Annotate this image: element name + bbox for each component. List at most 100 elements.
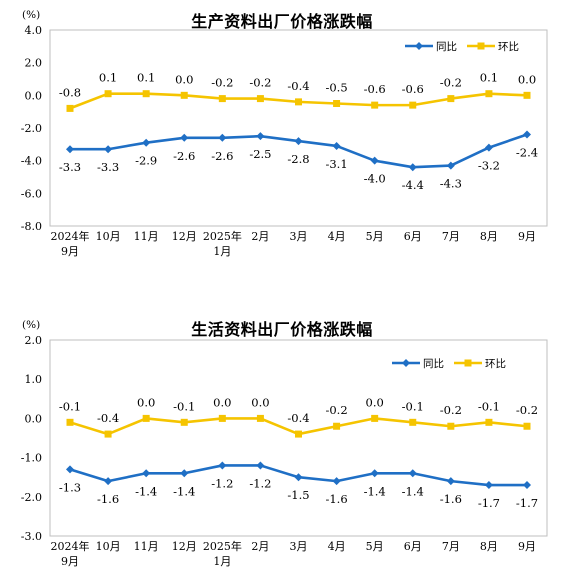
- x-tick-label: 11月: [134, 230, 159, 243]
- data-point-marker: [66, 104, 74, 112]
- y-tick-label: -2.0: [21, 491, 42, 504]
- x-tick-label: 9月: [61, 555, 79, 568]
- data-label: -1.4: [364, 484, 386, 498]
- x-tick-label: 2025年: [203, 229, 242, 243]
- data-point-marker: [142, 138, 151, 147]
- x-tick-label: 8月: [480, 230, 498, 243]
- chart-title: 生活资料出厂价格涨跌幅: [191, 320, 373, 339]
- data-label: -1.6: [97, 492, 119, 506]
- x-tick-label: 2025年: [203, 539, 242, 553]
- legend-swatch-marker: [477, 42, 485, 50]
- data-point-marker: [104, 90, 112, 98]
- data-point-marker: [446, 161, 455, 170]
- data-label: 0.1: [99, 71, 117, 85]
- data-point-marker: [180, 133, 189, 142]
- data-label: -3.3: [59, 160, 81, 174]
- x-tick-label: 2月: [251, 540, 269, 553]
- y-tick-label: -6.0: [21, 187, 42, 200]
- x-tick-label: 2月: [251, 230, 269, 243]
- legend-label: 同比: [423, 357, 444, 370]
- data-label: -0.4: [287, 411, 309, 425]
- data-point-marker: [256, 461, 265, 470]
- x-tick-label: 5月: [366, 540, 384, 553]
- data-point-marker: [484, 481, 493, 490]
- data-label: -2.6: [211, 149, 233, 163]
- legend-label: 环比: [498, 40, 519, 53]
- data-label: -1.5: [287, 488, 309, 502]
- data-label: -2.6: [173, 149, 195, 163]
- data-point-marker: [332, 141, 341, 150]
- data-point-marker: [256, 414, 264, 422]
- data-point-marker: [333, 100, 341, 107]
- x-tick-label: 10月: [96, 230, 121, 243]
- y-tick-label: 2.0: [25, 334, 43, 347]
- data-label: 0.0: [213, 395, 231, 409]
- x-tick-label: 6月: [404, 540, 422, 553]
- y-tick-label: 0.0: [25, 89, 43, 102]
- data-point-marker: [294, 137, 303, 146]
- data-label: -0.1: [402, 399, 424, 413]
- data-label: -3.2: [478, 159, 500, 173]
- data-point-marker: [66, 145, 74, 154]
- data-label: -1.4: [135, 484, 157, 498]
- data-label: -1.4: [402, 484, 424, 498]
- y-unit-label: (%): [22, 9, 40, 21]
- data-point-marker: [66, 418, 74, 426]
- y-tick-label: -3.0: [21, 530, 42, 543]
- data-point-marker: [256, 132, 265, 141]
- x-tick-label: 12月: [172, 540, 197, 553]
- data-label: -0.2: [211, 76, 233, 90]
- data-point-marker: [142, 90, 150, 98]
- x-tick-label: 3月: [290, 230, 308, 243]
- data-label: 0.0: [137, 395, 155, 409]
- chart-title: 生产资料出厂价格涨跌幅: [191, 12, 373, 31]
- data-point-marker: [104, 145, 113, 154]
- data-point-marker: [218, 461, 227, 470]
- data-label: 0.0: [366, 395, 384, 409]
- data-point-marker: [371, 414, 379, 422]
- data-point-marker: [523, 422, 531, 430]
- data-label: 0.1: [480, 71, 498, 85]
- data-label: -0.5: [325, 81, 347, 95]
- data-point-marker: [523, 130, 531, 139]
- data-label: -0.4: [97, 411, 119, 425]
- data-label: -1.7: [516, 496, 538, 510]
- x-tick-label: 3月: [290, 540, 308, 553]
- data-label: -1.3: [59, 480, 81, 494]
- data-label: -0.6: [402, 82, 424, 96]
- data-label: -0.1: [478, 399, 500, 413]
- legend-swatch-marker: [464, 359, 472, 367]
- data-label: -4.3: [440, 177, 462, 191]
- x-tick-label: 4月: [328, 230, 346, 243]
- x-tick-label: 11月: [134, 540, 159, 553]
- x-tick-label: 1月: [213, 245, 231, 258]
- data-point-marker: [447, 422, 455, 430]
- data-point-marker: [180, 418, 188, 426]
- data-point-marker: [371, 101, 379, 109]
- data-label: -0.1: [173, 399, 195, 413]
- data-point-marker: [333, 422, 341, 430]
- data-point-marker: [409, 418, 417, 426]
- x-tick-label: 8月: [480, 540, 498, 553]
- x-tick-label: 2024年: [51, 539, 90, 553]
- consumer-goods-plot: (%) 2.0 1.0 0.0 -1.0 -2.0 -3.0 2024年 9月 10月 11月 12月…: [21, 319, 548, 568]
- y-tick-label: -1.0: [21, 452, 42, 465]
- data-label: 0.0: [175, 72, 193, 86]
- data-label: -3.3: [97, 160, 119, 174]
- data-label: -2.9: [135, 154, 157, 168]
- y-tick-label: 1.0: [25, 373, 43, 386]
- data-point-marker: [523, 91, 531, 99]
- data-label: -0.2: [440, 76, 462, 90]
- y-unit-label: (%): [22, 319, 40, 331]
- data-point-marker: [409, 101, 417, 109]
- data-point-marker: [485, 90, 493, 98]
- data-label: -1.7: [478, 496, 500, 510]
- x-tick-label: 4月: [328, 540, 346, 553]
- data-point-marker: [332, 477, 341, 486]
- x-tick-label: 5月: [366, 230, 384, 243]
- x-tick-label: 9月: [518, 540, 536, 553]
- x-tick-label: 1月: [213, 555, 231, 568]
- data-point-marker: [142, 469, 151, 478]
- x-tick-label: 7月: [442, 230, 460, 243]
- data-label: -4.0: [364, 172, 386, 186]
